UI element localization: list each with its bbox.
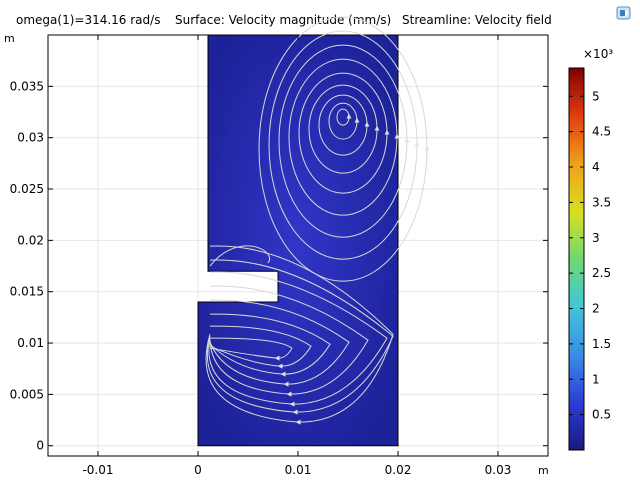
streamline-recirculation: [209, 245, 271, 267]
comsol-logo-icon: [616, 5, 632, 21]
chart-title-parameter: omega(1)=314.16 rad/s: [16, 13, 161, 27]
streamline-lower: [208, 271, 388, 405]
x-tick-label: 0: [194, 463, 202, 477]
colorbar-tick-label: 2.5: [592, 266, 611, 280]
streamline-lower: [209, 285, 369, 395]
colorbar-tick-label: 0.5: [592, 408, 611, 422]
x-tick-label: -0.01: [82, 463, 113, 477]
y-tick-label: 0.02: [17, 233, 44, 247]
y-axis-unit: m: [4, 32, 15, 45]
chart-title-surface: Surface: Velocity magnitude (mm/s): [175, 13, 392, 27]
y-tick-label: 0.005: [10, 387, 44, 401]
x-tick-label: 0.03: [485, 463, 512, 477]
y-tick-label: 0: [36, 439, 44, 453]
colorbar-tick-label: 4: [592, 160, 600, 174]
x-tick-label: 0.02: [385, 463, 412, 477]
y-tick-label: 0.03: [17, 131, 44, 145]
colorbar-tick-label: 2: [592, 302, 600, 316]
streamlines: [205, 16, 430, 425]
velocity-surface: [197, 34, 399, 447]
x-axis-unit: m: [538, 464, 549, 477]
colorbar-tick-label: 1: [592, 372, 600, 386]
colorbar: [568, 67, 585, 451]
colorbar-exponent: ×10³: [583, 47, 613, 61]
streamline-lower: [209, 337, 293, 359]
colorbar-tick-label: 5: [592, 89, 600, 103]
colorbar-tick-label: 3: [592, 231, 600, 245]
colorbar-ticks: 0.5 1 1.5 2 2.5 3 3.5 4 4.5 5: [569, 89, 611, 422]
y-tick-label: 0.015: [10, 285, 44, 299]
colorbar-tick-label: 1.5: [592, 337, 611, 351]
y-tick-label: 0.035: [10, 79, 44, 93]
y-tick-label: 0.025: [10, 182, 44, 196]
x-tick-label: 0.01: [285, 463, 312, 477]
streamline-lower: [205, 245, 394, 423]
streamline-lower: [209, 313, 331, 375]
streamline-lower: [206, 259, 394, 413]
y-tick-label: 0.01: [17, 336, 44, 350]
chart-title-streamline: Streamline: Velocity field: [402, 13, 552, 27]
colorbar-tick-label: 4.5: [592, 125, 611, 139]
streamline-lower: [209, 325, 312, 367]
streamline-lower: [209, 299, 350, 385]
axis-ticks: -0.01 0 0.01 0.02 0.03 0 0.005 0.01 0.015 0.02 0.0…: [10, 35, 548, 477]
colorbar-tick-label: 3.5: [592, 195, 611, 209]
